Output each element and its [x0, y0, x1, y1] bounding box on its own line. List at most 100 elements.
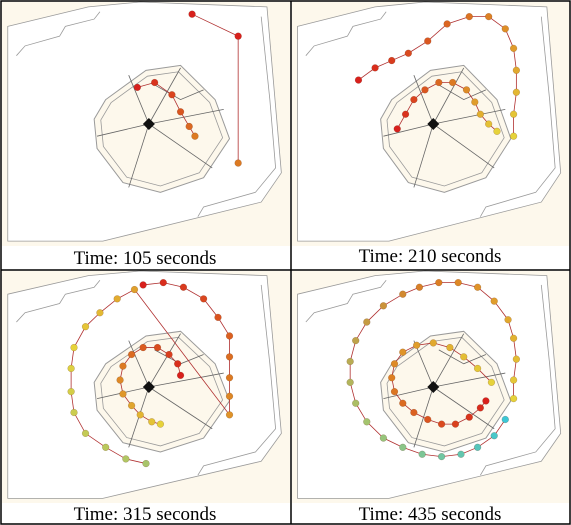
site-boundary-detail	[16, 280, 101, 323]
outer-trajectory-point	[139, 281, 147, 289]
outer-trajectory-point	[509, 132, 518, 140]
outer-trajectory-path	[70, 282, 230, 464]
caption-panel-1: Time: 105 seconds	[74, 248, 217, 269]
outer-trajectory-point	[399, 443, 407, 451]
outer-trajectory-point	[346, 357, 354, 366]
inner-trajectory-point	[165, 350, 173, 359]
outer-trajectory-point	[379, 434, 388, 442]
outer-trajectory-point	[81, 323, 90, 331]
partition-line	[148, 67, 181, 125]
building-inner-ring	[386, 71, 505, 187]
site-boundary-detail	[197, 16, 277, 217]
partition-line	[383, 123, 434, 137]
inner-trajectory-point	[390, 360, 399, 368]
outer-trajectory-point	[424, 37, 432, 45]
inner-trajectory-point	[473, 364, 482, 373]
partition-line	[148, 333, 181, 388]
inner-trajectory-point	[421, 86, 429, 94]
building-outer-ring	[380, 330, 512, 453]
partition-line	[433, 386, 495, 430]
partition-line	[148, 123, 213, 169]
outer-trajectory-point	[512, 355, 521, 363]
inner-trajectory-point	[401, 110, 410, 118]
caption-panel-3: Time: 315 seconds	[74, 504, 217, 525]
outer-trajectory-point	[102, 443, 110, 451]
inner-trajectory-point	[393, 125, 401, 133]
outer-trajectory-point	[490, 297, 498, 305]
outer-trajectory-point	[352, 399, 360, 407]
inner-trajectory-point	[429, 339, 437, 347]
outer-trajectory-point	[188, 10, 196, 18]
outer-trajectory-point	[225, 392, 234, 400]
inner-trajectory-point	[127, 401, 136, 410]
inner-trajectory-point	[476, 110, 485, 118]
inner-trajectory-point	[148, 418, 156, 426]
building-inner-ring	[100, 336, 224, 447]
outer-trajectory-point	[225, 374, 234, 382]
outer-trajectory-point	[457, 450, 465, 458]
building-inner-ring	[100, 71, 224, 187]
outer-trajectory-point	[443, 20, 451, 28]
inner-trajectory-point	[150, 78, 159, 87]
inner-trajectory-point	[460, 353, 468, 361]
outer-trajectory-point	[437, 452, 446, 461]
inner-trajectory-point	[465, 413, 473, 421]
outer-trajectory-point	[159, 278, 167, 287]
inner-trajectory-point	[413, 341, 421, 349]
outer-trajectory-point	[81, 429, 90, 438]
outer-trajectory-point	[435, 278, 443, 287]
partition-line	[413, 123, 434, 188]
caption-panel-4: Time: 435 seconds	[359, 504, 502, 525]
inner-trajectory-point	[119, 362, 127, 370]
outer-trajectory-point	[490, 432, 498, 440]
outer-trajectory-point	[473, 443, 482, 451]
outer-trajectory-point	[509, 44, 518, 53]
outer-trajectory-point	[415, 283, 424, 291]
outer-trajectory-point	[214, 313, 222, 322]
central-hub-marker	[427, 381, 440, 393]
inner-trajectory-point	[127, 350, 136, 359]
outer-trajectory-point	[354, 76, 363, 84]
outer-trajectory-point	[96, 309, 104, 317]
inner-trajectory-point	[185, 122, 193, 131]
outer-trajectory-point	[509, 334, 518, 342]
outer-trajectory-point	[234, 32, 242, 40]
inner-trajectory-point	[176, 108, 185, 116]
outer-trajectory-point	[454, 278, 462, 287]
site-boundary-detail	[480, 16, 556, 217]
partition-line	[432, 67, 465, 125]
partition-line	[148, 372, 224, 388]
inner-trajectory-point	[476, 404, 485, 412]
outer-trajectory-point	[404, 49, 412, 57]
central-hub-marker	[142, 118, 155, 130]
inner-trajectory-point	[399, 348, 407, 356]
outer-trajectory-point	[234, 159, 242, 167]
inner-trajectory-point	[471, 98, 479, 106]
outer-trajectory-point	[70, 343, 78, 352]
building-inner-ring	[386, 336, 505, 447]
panel-time-210	[292, 1, 569, 246]
outer-trajectory-point	[501, 25, 509, 33]
inner-trajectory-point	[390, 387, 399, 396]
site-boundary-detail	[16, 11, 101, 56]
outer-trajectory-point	[379, 302, 388, 310]
inner-trajectory-point	[437, 420, 446, 428]
inner-trajectory-point	[153, 343, 162, 352]
inner-trajectory-point	[410, 95, 418, 104]
partition-line	[433, 123, 495, 169]
outer-trajectory-point	[371, 64, 379, 72]
inner-trajectory-point	[156, 420, 165, 428]
site-boundary-detail	[197, 284, 277, 476]
inner-trajectory-point	[449, 78, 457, 87]
inner-trajectory-point	[462, 86, 471, 94]
inner-trajectory-point	[168, 91, 176, 99]
outer-trajectory-point	[504, 316, 512, 324]
site-boundary-detail	[305, 280, 387, 323]
partition-line	[438, 84, 487, 101]
partition-line	[413, 75, 434, 125]
outer-trajectory-point	[225, 332, 234, 340]
inner-trajectory-point	[451, 420, 460, 428]
outer-trajectory-point	[67, 387, 75, 396]
inner-trajectory-point	[487, 378, 496, 387]
